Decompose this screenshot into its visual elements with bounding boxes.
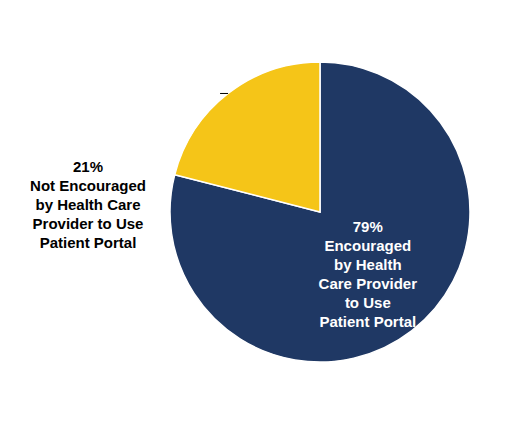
slice-label-line: Encouraged <box>324 237 411 254</box>
leader-line <box>220 93 228 94</box>
slice-label-line: by Health <box>334 256 402 273</box>
pie-slice <box>170 62 470 362</box>
pie-slice <box>175 62 320 212</box>
background <box>0 0 530 425</box>
slice-label-line: Provider to Use <box>33 215 144 232</box>
slice-label: 21% Not Encouraged by Health Care Provider … <box>30 158 146 251</box>
chart-container: 79% Encouraged by Health Care Provider to Us… <box>0 0 530 425</box>
slice-label-line: Patient Portal <box>40 234 137 251</box>
slice-label-line: 79% <box>353 218 383 235</box>
slice-label-line: Patient Portal <box>319 313 416 330</box>
slice-label-line: Care Provider <box>319 275 418 292</box>
pie <box>170 62 470 362</box>
slice-label-line: 21% <box>73 158 103 175</box>
chart: 79% Encouraged by Health Care Provider to Us… <box>0 0 530 425</box>
slice-label-line: by Health Care <box>35 196 140 213</box>
slice-label-line: Not Encouraged <box>30 177 146 194</box>
slice-label-line: to Use <box>345 294 391 311</box>
slice-label: 79% Encouraged by Health Care Provider to Us… <box>319 218 418 330</box>
